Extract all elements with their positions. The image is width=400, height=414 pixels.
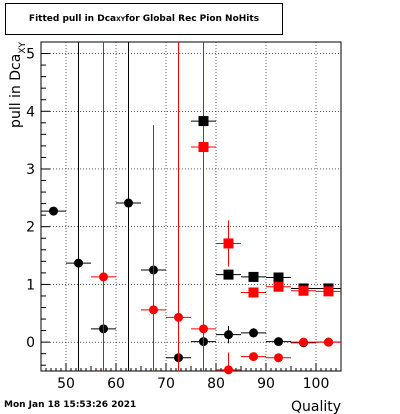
data-point bbox=[266, 337, 291, 347]
square-marker bbox=[323, 286, 334, 297]
chart-title-subscript: XY bbox=[116, 15, 126, 23]
data-point bbox=[141, 125, 166, 371]
data-point bbox=[241, 328, 266, 338]
circle-marker bbox=[149, 305, 158, 315]
circle-marker bbox=[274, 353, 283, 363]
x-tick-label: 90 bbox=[257, 376, 275, 392]
data-point bbox=[266, 272, 291, 283]
circle-marker bbox=[124, 198, 133, 208]
circle-marker bbox=[74, 258, 83, 268]
y-tick-label: 4 bbox=[26, 104, 35, 120]
square-marker bbox=[248, 271, 259, 282]
data-point bbox=[191, 116, 216, 127]
data-point bbox=[116, 42, 141, 371]
data-point bbox=[166, 42, 191, 371]
data-point bbox=[241, 287, 266, 298]
y-tick-label: 3 bbox=[26, 162, 35, 178]
data-point bbox=[266, 281, 291, 292]
data-point bbox=[241, 271, 266, 282]
data-point bbox=[291, 337, 316, 347]
data-point bbox=[216, 352, 241, 375]
square-marker bbox=[248, 287, 259, 298]
data-point bbox=[241, 352, 266, 362]
circle-marker bbox=[224, 330, 233, 340]
x-tick-label: 80 bbox=[207, 376, 225, 392]
circle-marker bbox=[224, 365, 233, 375]
circle-marker bbox=[174, 312, 183, 322]
square-marker bbox=[198, 116, 209, 127]
circle-marker bbox=[249, 328, 258, 338]
y-axis-label: pull in DcaXY bbox=[8, 42, 28, 128]
y-tick-label: 1 bbox=[26, 277, 35, 293]
x-tick-label: 50 bbox=[57, 376, 75, 392]
data-point bbox=[41, 206, 66, 216]
plot-frame bbox=[40, 41, 342, 372]
data-point bbox=[91, 42, 116, 371]
circle-marker bbox=[49, 206, 58, 216]
timestamp: Mon Jan 18 15:53:26 2021 bbox=[4, 400, 137, 410]
data-point bbox=[216, 325, 241, 344]
data-point bbox=[266, 353, 291, 363]
square-marker bbox=[223, 269, 234, 280]
data-point bbox=[191, 142, 216, 153]
circle-marker bbox=[249, 352, 258, 362]
x-tick-label: 60 bbox=[107, 376, 125, 392]
data-point bbox=[316, 286, 341, 297]
chart-title-rest: for Global Rec Pion NoHits bbox=[125, 14, 260, 24]
square-marker bbox=[298, 285, 309, 296]
chart-title-main: Fitted pull in Dca bbox=[28, 14, 117, 24]
y-tick-label: 0 bbox=[26, 335, 35, 351]
y-tick-label: 2 bbox=[26, 220, 35, 236]
data-point bbox=[191, 42, 216, 371]
square-marker bbox=[273, 281, 284, 292]
circle-marker bbox=[99, 272, 108, 282]
chart-title: Fitted pull in Dca XY for Global Rec Pion… bbox=[5, 3, 283, 35]
circle-marker bbox=[274, 337, 283, 347]
x-axis-label: Quality bbox=[291, 399, 341, 414]
data-point bbox=[291, 285, 316, 296]
data-point bbox=[66, 42, 91, 371]
data-point bbox=[216, 269, 241, 280]
data-point bbox=[316, 337, 341, 347]
circle-marker bbox=[299, 337, 308, 347]
circle-marker bbox=[199, 324, 208, 334]
x-tick-label: 70 bbox=[157, 376, 175, 392]
circle-marker bbox=[324, 337, 333, 347]
y-tick-label: 5 bbox=[26, 47, 35, 63]
data-point bbox=[216, 220, 241, 267]
x-tick-label: 100 bbox=[303, 376, 330, 392]
square-marker bbox=[223, 238, 234, 249]
square-marker bbox=[198, 142, 209, 153]
square-marker bbox=[273, 272, 284, 283]
